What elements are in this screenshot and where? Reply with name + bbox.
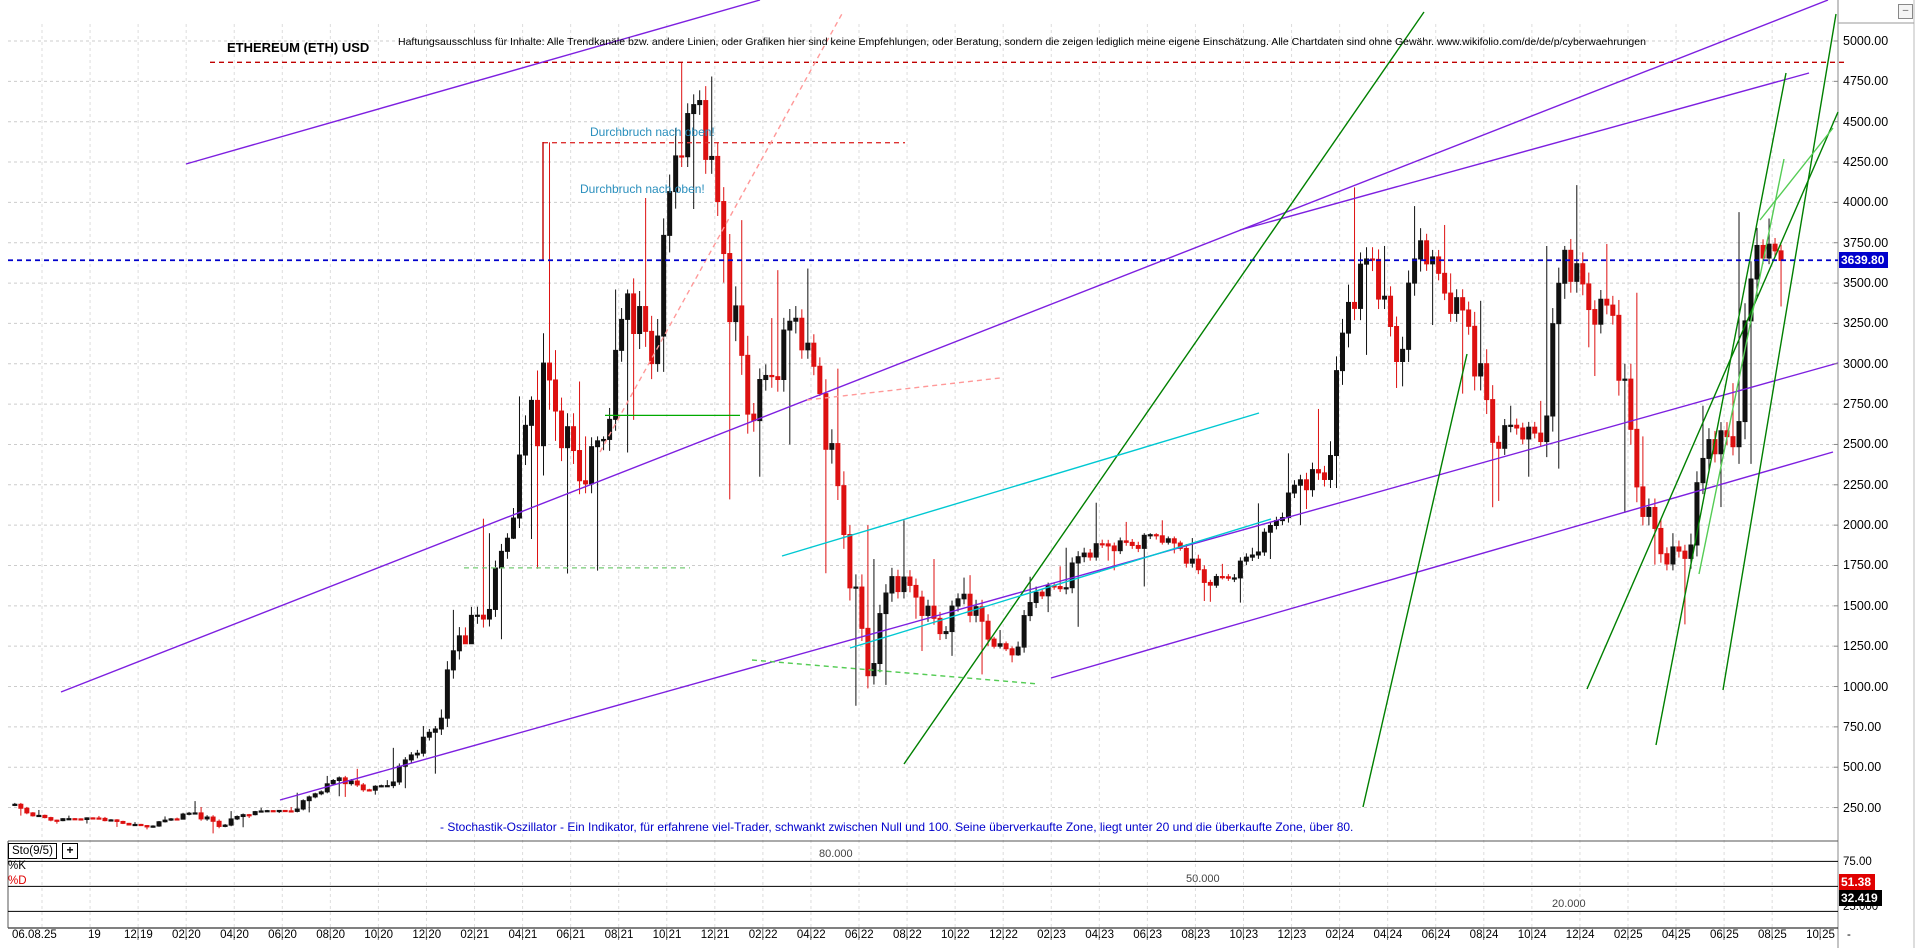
breakout-annotation-1: Durchbruch nach oben! — [590, 125, 715, 139]
time-axis-label: 08.20 — [316, 929, 346, 941]
time-axis-label: 06.22 — [844, 929, 874, 941]
time-axis-label: 12.19 — [124, 929, 153, 941]
price-axis-label: 2000.00 — [1843, 518, 1889, 533]
price-axis-label: 3500.00 — [1843, 276, 1889, 291]
price-axis-label: 2750.00 — [1843, 397, 1889, 412]
time-axis-label: 02.22 — [748, 929, 778, 941]
time-axis-label: 02.20 — [172, 929, 201, 941]
time-axis-label: 10.20 — [364, 929, 394, 941]
time-axis-label: 04.24 — [1373, 929, 1403, 941]
price-axis-label: 1500.00 — [1843, 598, 1889, 613]
time-axis-label: 08.24 — [1469, 929, 1499, 941]
time-axis-label: 04.21 — [508, 929, 538, 941]
time-axis-label: 06.24 — [1421, 929, 1451, 941]
osc-d-label: %D — [8, 875, 27, 887]
time-axis-label: 04.22 — [796, 929, 826, 941]
time-axis-label: 10.23 — [1229, 929, 1259, 941]
time-axis-label: 02.23 — [1037, 929, 1066, 941]
time-axis-label: 06.23 — [1133, 929, 1163, 941]
osc-k-value-tag: 32.419 — [1839, 890, 1882, 906]
price-axis-label: 4250.00 — [1843, 155, 1889, 170]
time-axis-label: 02.21 — [460, 929, 490, 941]
chart-title: ETHEREUM (ETH) USD — [227, 40, 370, 55]
time-axis-label: 04.23 — [1085, 929, 1114, 941]
osc-k-label: %K — [8, 860, 26, 872]
time-axis-label: 10.24 — [1517, 929, 1547, 941]
collapse-panel-button[interactable]: – — [1898, 4, 1913, 19]
price-axis-label: 250.00 — [1843, 800, 1882, 815]
time-axis-label: 02.24 — [1325, 929, 1355, 941]
osc-axis-label-75: 75.00 — [1843, 856, 1872, 868]
stochastic-note: - Stochastik-Oszillator - Ein Indikator,… — [440, 820, 1354, 834]
price-axis-label: 1750.00 — [1843, 558, 1889, 573]
price-axis-label: 1000.00 — [1843, 679, 1889, 694]
axis-start-date: 06.08.25 — [12, 929, 57, 941]
price-axis-label: 4750.00 — [1843, 74, 1889, 89]
time-axis-label: 10.22 — [941, 929, 970, 941]
time-axis-label: 08.25 — [1758, 929, 1787, 941]
oscillator-level-label: 20.000 — [1552, 898, 1586, 911]
axis-partial-year: 19 — [88, 929, 101, 941]
time-axis-label: 12.23 — [1277, 929, 1307, 941]
time-axis-label: 12.20 — [412, 929, 442, 941]
time-axis-label: 10.21 — [652, 929, 682, 941]
price-axis-label: 3250.00 — [1843, 316, 1889, 331]
price-axis-label: 2250.00 — [1843, 477, 1889, 492]
add-indicator-button[interactable]: + — [62, 843, 78, 859]
time-axis-label: 10.25 — [1806, 929, 1835, 941]
time-axis-label: 06.21 — [556, 929, 586, 941]
price-axis-label: 3750.00 — [1843, 235, 1889, 250]
price-axis-label: 750.00 — [1843, 719, 1882, 734]
oscillator-level-label: 50.000 — [1186, 873, 1220, 886]
price-axis-label: 5000.00 — [1843, 34, 1889, 48]
breakout-annotation-2: Durchbruch nach oben! — [580, 182, 705, 196]
time-axis-label: 08.22 — [892, 929, 922, 941]
price-axis-label: 4000.00 — [1843, 195, 1889, 210]
time-axis-label: 08.23 — [1181, 929, 1211, 941]
time-axis-label: 04.25 — [1661, 929, 1691, 941]
time-axis-label: 06.25 — [1709, 929, 1739, 941]
sto-settings-button[interactable]: Sto(9/5) — [8, 843, 57, 859]
price-axis-label: 3000.00 — [1843, 356, 1889, 371]
current-price-tag: 3639.80 — [1839, 252, 1889, 268]
time-axis-label: 04.20 — [220, 929, 249, 941]
oscillator-level-label: 80.000 — [819, 848, 853, 861]
time-axis-label: 02.25 — [1613, 929, 1643, 941]
price-axis-label: 2500.00 — [1843, 437, 1889, 452]
axis-end-dash: - — [1847, 929, 1851, 941]
time-axis-label: 12.24 — [1565, 929, 1595, 941]
price-axis-label: 1250.00 — [1843, 639, 1889, 654]
disclaimer-text: Haftungsausschluss für Inhalte: Alle Tre… — [398, 36, 1646, 48]
time-axis-label: 12.22 — [989, 929, 1018, 941]
time-axis-label: 06.20 — [268, 929, 297, 941]
price-axis-label: 500.00 — [1843, 760, 1882, 775]
time-axis-label: 12.21 — [700, 929, 730, 941]
osc-d-value-tag: 51.38 — [1839, 874, 1876, 890]
time-axis-label: 08.21 — [604, 929, 634, 941]
price-axis-label: 4500.00 — [1843, 114, 1889, 129]
